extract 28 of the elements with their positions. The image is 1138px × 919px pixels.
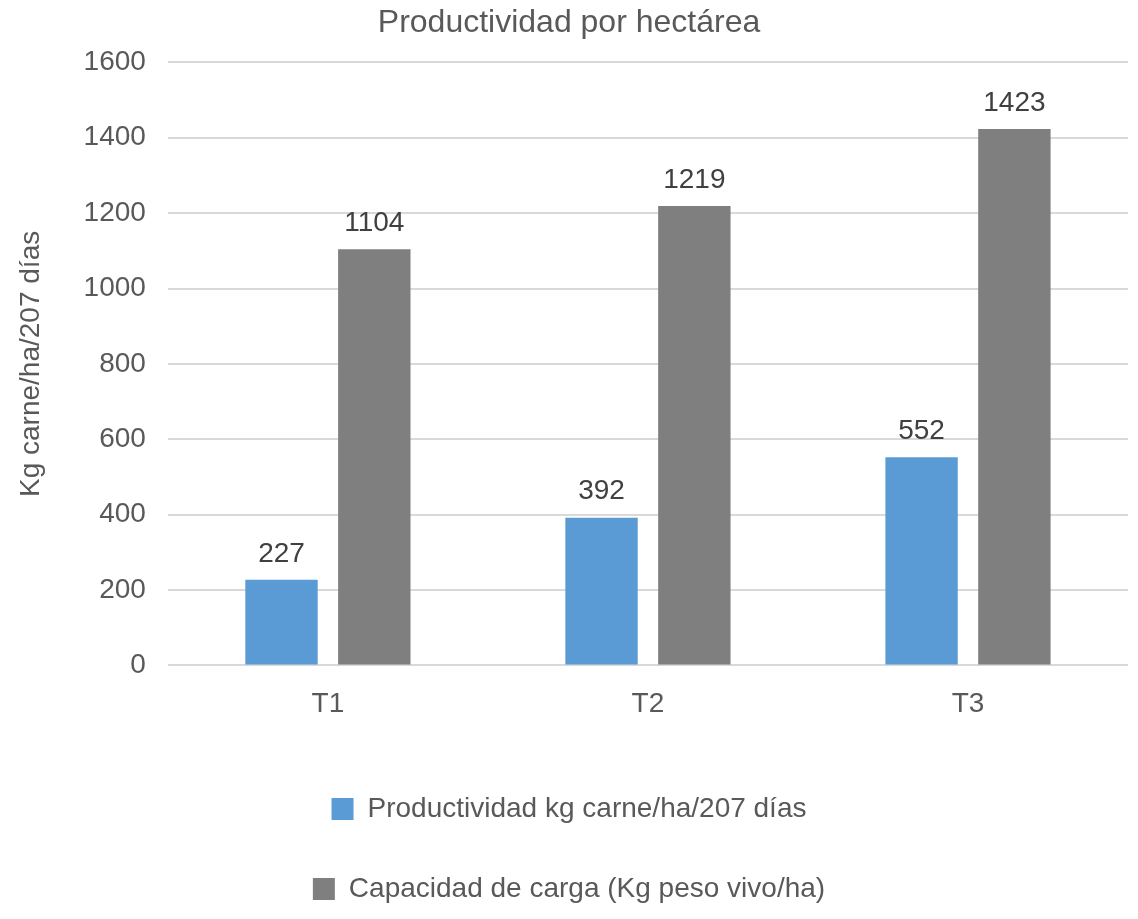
data-label: 1423 bbox=[983, 85, 1046, 117]
bar bbox=[565, 517, 638, 665]
legend-label: Capacidad de carga (Kg peso vivo/ha) bbox=[348, 871, 826, 903]
data-label: 552 bbox=[898, 414, 945, 446]
data-label: 392 bbox=[578, 474, 625, 506]
x-tick-label: T2 bbox=[631, 686, 665, 718]
bar bbox=[658, 205, 731, 665]
x-tick-label: T3 bbox=[951, 686, 985, 718]
y-tick-label: 1000 bbox=[83, 271, 146, 303]
y-tick-label: 1600 bbox=[83, 45, 146, 77]
y-tick-label: 400 bbox=[99, 497, 146, 529]
y-tick-label: 1400 bbox=[83, 120, 146, 152]
legend-label: Productividad kg carne/ha/207 días bbox=[367, 791, 807, 823]
y-tick-label: 800 bbox=[99, 346, 146, 378]
y-tick-label: 0 bbox=[130, 648, 146, 680]
bar bbox=[338, 249, 411, 665]
data-label: 1219 bbox=[663, 162, 726, 194]
bar bbox=[245, 579, 318, 665]
bar bbox=[978, 129, 1051, 665]
y-tick-label: 600 bbox=[99, 421, 146, 453]
y-axis-title: Kg carne/ha/207 días bbox=[13, 230, 45, 497]
data-label: 1104 bbox=[344, 206, 405, 238]
bar bbox=[885, 457, 958, 665]
x-tick-label: T1 bbox=[311, 686, 345, 718]
y-tick-label: 200 bbox=[99, 572, 146, 604]
y-tick-label: 1200 bbox=[83, 195, 146, 227]
data-label: 227 bbox=[258, 536, 305, 568]
chart-title: Productividad por hectárea bbox=[377, 3, 761, 40]
